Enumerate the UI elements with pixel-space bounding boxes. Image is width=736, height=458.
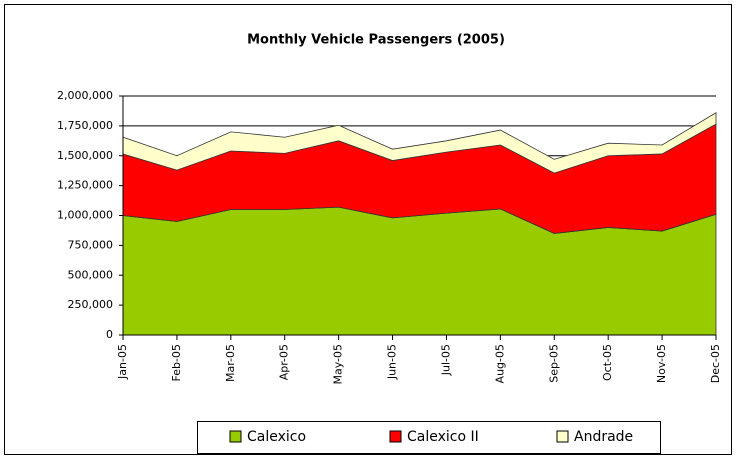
x-tick-label: May-05 (332, 344, 345, 385)
x-tick-label: Apr-05 (278, 344, 291, 380)
x-tick-label: Jul-05 (439, 344, 452, 376)
y-tick-label: 500,000 (68, 268, 114, 281)
y-tick-label: 750,000 (68, 238, 114, 251)
x-tick-label: Jan-05 (116, 344, 129, 380)
legend-label: Calexico II (407, 429, 479, 445)
x-tick-label: Oct-05 (601, 344, 614, 381)
x-tick-label: Aug-05 (493, 344, 506, 383)
y-tick-label: 1,750,000 (57, 119, 113, 132)
legend (197, 421, 661, 454)
y-tick-label: 1,000,000 (57, 209, 113, 222)
x-tick-label: Mar-05 (224, 344, 237, 382)
chart-title: Monthly Vehicle Passengers (2005) (247, 33, 505, 48)
y-tick-label: 250,000 (68, 298, 114, 311)
y-tick-label: 1,250,000 (57, 179, 113, 192)
x-tick-label: Feb-05 (170, 344, 183, 381)
legend-label: Calexico (247, 429, 306, 445)
x-tick-label: Jun-05 (386, 344, 399, 380)
x-tick-label: Dec-05 (709, 344, 722, 383)
y-tick-label: 2,000,000 (57, 89, 113, 102)
y-tick-label: 1,500,000 (57, 149, 113, 162)
legend-label: Andrade (574, 429, 633, 445)
legend-swatch (229, 430, 242, 443)
area (122, 112, 717, 174)
legend-swatch (556, 430, 569, 443)
y-tick-label: 0 (106, 328, 113, 341)
x-tick-label: Nov-05 (655, 344, 668, 383)
legend-swatch (389, 430, 402, 443)
x-tick-label: Sep-05 (547, 344, 560, 383)
